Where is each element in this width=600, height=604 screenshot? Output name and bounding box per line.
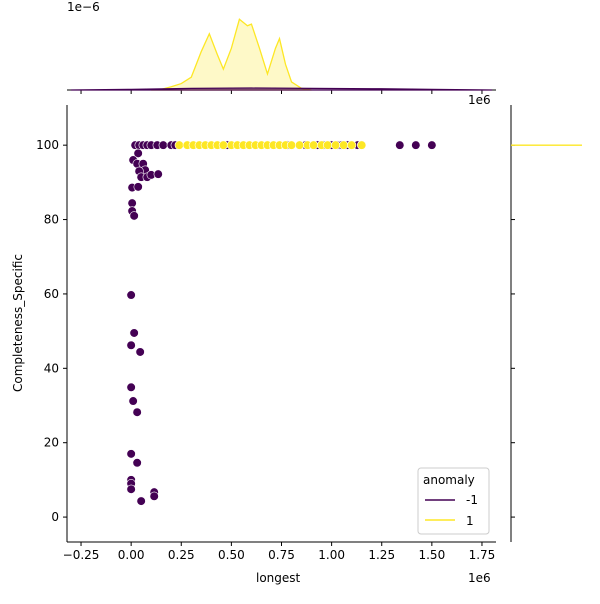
x-tick-label: −0.25 xyxy=(63,548,100,562)
scatter-point-neg xyxy=(395,140,405,150)
scatter-point-neg xyxy=(427,140,437,150)
scatter-point-neg xyxy=(129,328,139,338)
y-tick-label: 100 xyxy=(36,138,59,152)
scatter-point-pos xyxy=(357,140,367,150)
legend-label-pos: 1 xyxy=(466,514,474,528)
legend-label-neg: -1 xyxy=(466,493,478,507)
kde-offset-label: 1e−6 xyxy=(67,0,100,14)
scatter-point-pos xyxy=(347,140,357,150)
scatter-point-pos xyxy=(323,140,333,150)
scatter-point-pos xyxy=(294,140,305,150)
scatter-point-pos xyxy=(339,140,349,150)
scatter-point-pos xyxy=(174,140,184,150)
top-offset-label: 1e6 xyxy=(468,93,491,107)
scatter-point-neg xyxy=(126,449,136,459)
top-kde-neg xyxy=(71,87,492,91)
scatter-point-neg xyxy=(149,491,159,501)
scatter-point-neg xyxy=(126,290,136,300)
scatter-point-pos xyxy=(218,140,228,150)
scatter-point-neg xyxy=(153,169,163,179)
x-tick-label: 0.75 xyxy=(268,548,295,562)
scatter-point-neg xyxy=(126,382,136,392)
scatter-point-neg xyxy=(126,340,136,350)
y-axis-label: Completeness_Specific xyxy=(11,254,25,392)
scatter-point-neg xyxy=(132,407,142,417)
y-tick-label: 40 xyxy=(44,361,59,375)
scatter-point-neg xyxy=(126,484,136,494)
x-offset-label: 1e6 xyxy=(468,571,491,585)
scatter-point-neg xyxy=(129,211,139,221)
x-tick-label: 1.00 xyxy=(318,548,345,562)
main-axes: −0.25 0.00 0.25 0.50 0.75 1.00 1.25 1.50 1.75 0 20… xyxy=(36,18,582,562)
x-axis-label: longest xyxy=(256,571,301,585)
scatter-point-neg xyxy=(135,347,145,357)
x-tick-label: 0.50 xyxy=(218,548,245,562)
x-tick-label: 1.50 xyxy=(418,548,445,562)
scatter-point-neg xyxy=(133,182,143,192)
scatter-point-pos xyxy=(331,140,341,150)
x-tick-label: 0.25 xyxy=(168,548,195,562)
scatter-point-neg xyxy=(411,140,421,150)
scatter-point-pos xyxy=(286,140,297,150)
y-tick-label: 0 xyxy=(51,510,59,524)
y-tick-label: 60 xyxy=(44,287,59,301)
y-tick-label: 80 xyxy=(44,213,59,227)
scatter-point-neg xyxy=(132,458,142,468)
scatter-point-neg xyxy=(133,148,143,158)
scatter-point-neg xyxy=(127,198,137,208)
x-tick-label: 1.25 xyxy=(368,548,395,562)
y-tick-label: 20 xyxy=(44,436,59,450)
scatter-point-neg xyxy=(128,396,138,406)
x-tick-label: 1.75 xyxy=(469,548,496,562)
x-tick-label: 0.00 xyxy=(118,548,145,562)
scatter-point-pos xyxy=(308,140,319,150)
scatter-point-neg xyxy=(136,496,146,506)
legend: anomaly -1 1 xyxy=(417,467,490,535)
legend-title: anomaly xyxy=(423,473,475,487)
top-kde-pos xyxy=(151,18,312,91)
scatter-point-neg xyxy=(158,140,168,150)
